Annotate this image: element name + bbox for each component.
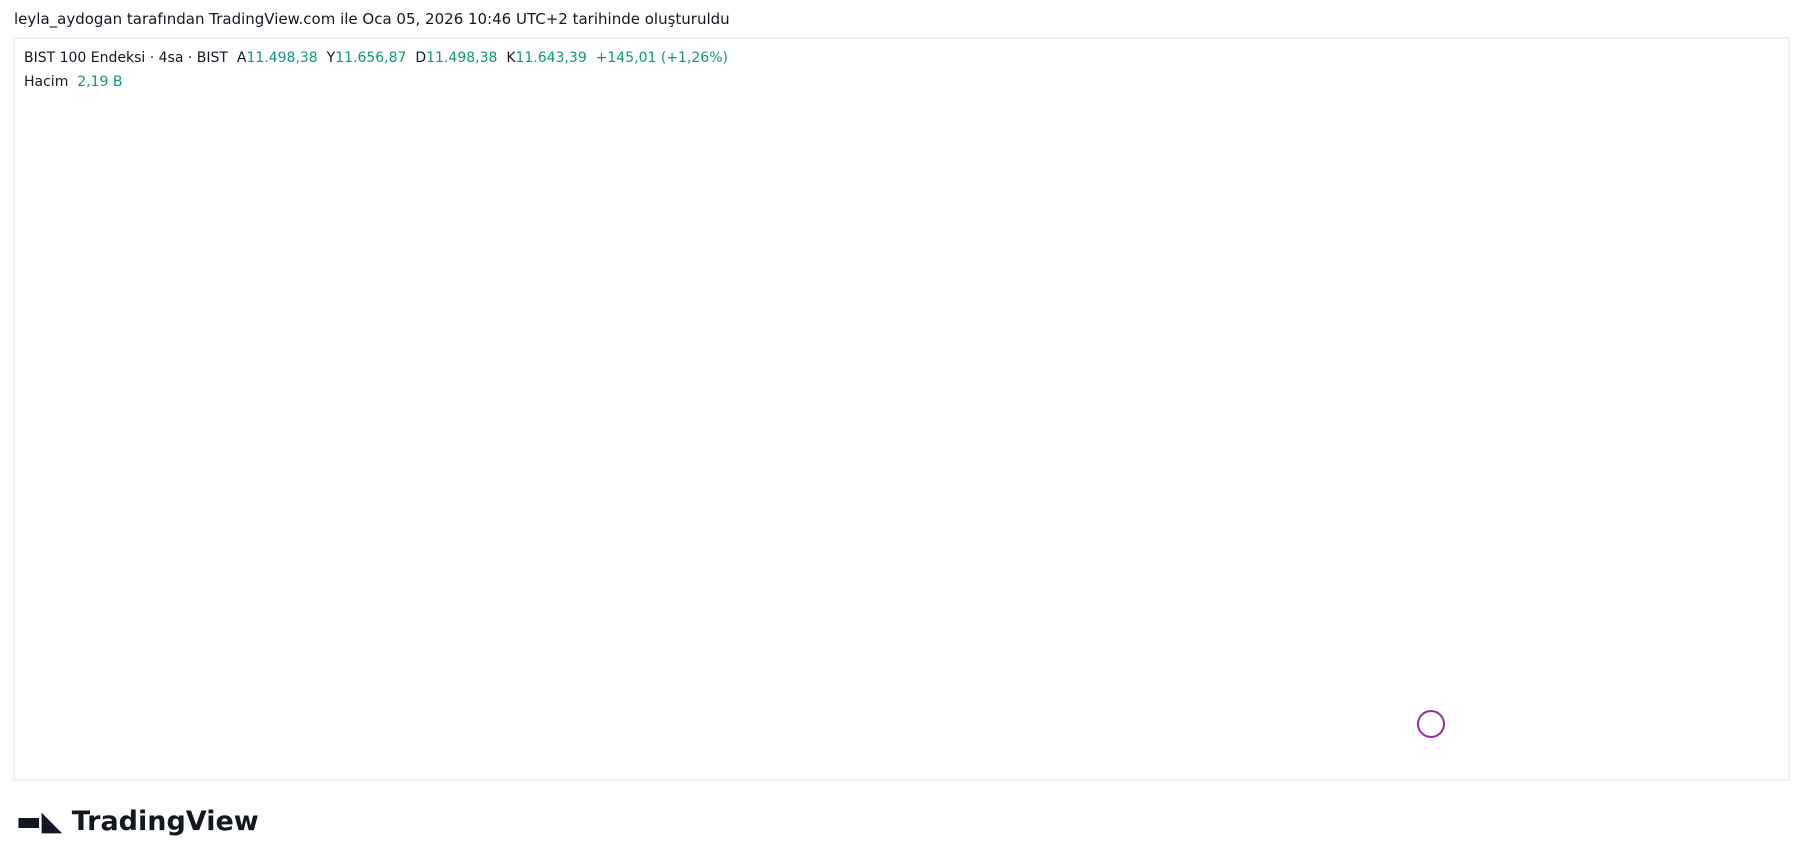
legend-ohlc: BIST 100 Endeksi · 4sa · BIST A11.498,38…: [24, 50, 728, 66]
value: 11.498,38: [246, 50, 318, 66]
key: A: [236, 50, 247, 66]
header: leyla_aydogan tarafından TradingView.com…: [14, 10, 730, 28]
logo-mark: ▬◣: [16, 806, 63, 837]
value: 11.656,87: [335, 50, 407, 66]
key: K: [506, 50, 516, 66]
key: Hacim: [24, 74, 69, 90]
value: 2,19 B: [77, 74, 123, 90]
alert-icon[interactable]: [1417, 710, 1445, 738]
logo-text: TradingView: [71, 806, 259, 837]
key: Y: [326, 50, 336, 66]
frame: [13, 37, 1790, 781]
value: 11.643,39: [515, 50, 587, 66]
symbol: BIST 100 Endeksi · 4sa · BIST: [24, 50, 228, 66]
legend-volume: Hacim 2,19 B: [24, 74, 122, 90]
key: D: [415, 50, 427, 66]
logo: ▬◣ TradingView: [16, 806, 259, 837]
change: +145,01 (+1,26%): [595, 50, 728, 66]
value: 11.498,38: [426, 50, 498, 66]
